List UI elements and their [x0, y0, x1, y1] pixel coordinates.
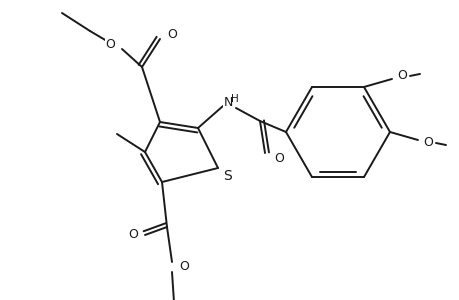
Text: O: O	[167, 28, 177, 40]
Text: N: N	[223, 97, 232, 110]
Text: S: S	[223, 169, 232, 183]
Text: H: H	[230, 94, 238, 104]
Text: O: O	[179, 260, 189, 274]
Text: O: O	[274, 152, 283, 164]
Text: O: O	[396, 70, 406, 83]
Text: O: O	[105, 38, 115, 50]
Text: O: O	[128, 229, 138, 242]
Text: O: O	[422, 136, 432, 149]
